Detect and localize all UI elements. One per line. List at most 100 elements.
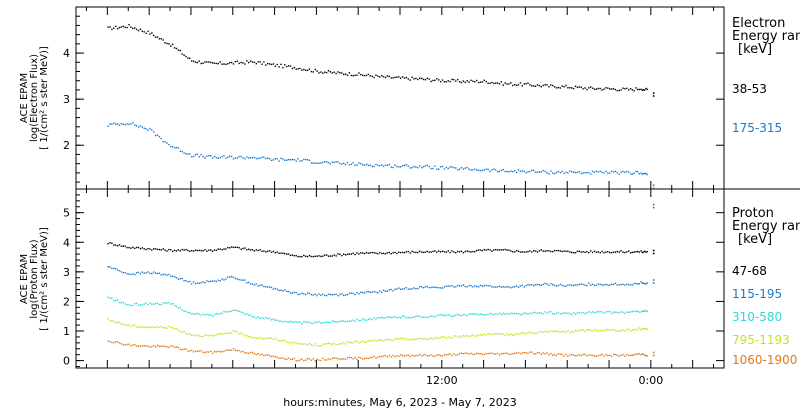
- point-p1-s0: [109, 242, 111, 244]
- point-p1-s2: [259, 317, 261, 320]
- point-p1-s4: [605, 353, 607, 356]
- point-p1-s2: [270, 319, 273, 321]
- point-p1-s2: [432, 315, 434, 318]
- point-p0-s1: [646, 173, 648, 176]
- point-p0-s0: [624, 88, 626, 90]
- point-p1-s0: [534, 250, 537, 252]
- point-p1-s1: [122, 272, 124, 274]
- point-p1-s0: [318, 255, 320, 257]
- point-p1-s4: [609, 354, 611, 356]
- point-p1-s3: [644, 327, 646, 329]
- point-p1-s4: [204, 351, 206, 354]
- point-p0-s1: [381, 164, 383, 166]
- point-p1-s4: [466, 352, 468, 354]
- point-p0-s1: [382, 165, 385, 168]
- point-p1-s0: [540, 249, 542, 251]
- point-p0-s1: [305, 158, 307, 161]
- point-p1-s3: [555, 330, 558, 332]
- point-p1-s3: [128, 324, 130, 326]
- point-p1-s3: [320, 344, 322, 347]
- point-p1-s3: [227, 332, 229, 334]
- point-p1-s3: [230, 332, 233, 334]
- point-p1-s0: [116, 245, 119, 247]
- point-p1-s0: [310, 255, 313, 258]
- point-p0-s1: [173, 147, 176, 149]
- point-p1-s2: [398, 316, 400, 318]
- point-p1-s4: [527, 352, 529, 355]
- point-p0-s0: [502, 84, 504, 86]
- point-p0-s0: [555, 87, 558, 89]
- point-p0-s1: [638, 173, 640, 175]
- point-p0-s0: [394, 76, 396, 78]
- point-p1-s3: [314, 343, 316, 345]
- point-p0-s0: [572, 87, 575, 90]
- point-p0-s1: [561, 170, 563, 173]
- point-p1-s0: [179, 250, 181, 252]
- point-p0-s0: [563, 86, 565, 88]
- point-p1-s2: [343, 320, 345, 322]
- point-p0-s0: [609, 88, 611, 90]
- point-p1-s3: [329, 343, 332, 345]
- point-p0-s1: [344, 163, 347, 166]
- point-p0-s0: [270, 63, 273, 66]
- point-p1-s4: [502, 352, 504, 355]
- point-p1-s0: [557, 249, 560, 252]
- point-p1-s4: [413, 355, 415, 357]
- point-p0-s1: [495, 169, 497, 171]
- point-p1-s1: [529, 284, 531, 286]
- point-p1-s2: [181, 309, 183, 311]
- point-p1-s4: [124, 344, 126, 346]
- point-p0-s0: [160, 38, 162, 40]
- point-p1-s4: [175, 346, 178, 348]
- point-p0-s0: [610, 88, 613, 90]
- point-p1-s1: [534, 284, 537, 286]
- point-p0-s0: [407, 78, 409, 80]
- point-p1-s3: [365, 341, 368, 343]
- point-p1-s0: [181, 248, 183, 251]
- point-p1-s4: [371, 356, 373, 359]
- point-p0-s0: [120, 26, 123, 28]
- point-p1-s1: [263, 285, 265, 288]
- point-p1-s3: [166, 327, 168, 329]
- point-p1-s0: [259, 249, 261, 251]
- point-p1-s2: [149, 302, 151, 304]
- point-p1-s0: [538, 250, 541, 252]
- point-p1-s0: [580, 251, 582, 253]
- point-p1-s2: [536, 312, 539, 314]
- point-p1-s2: [363, 319, 366, 321]
- point-p0-s0: [434, 79, 436, 81]
- point-p1-s0: [519, 251, 522, 253]
- point-p0-s0: [274, 65, 276, 67]
- point-p0-s0: [196, 61, 199, 64]
- point-p1-s1: [147, 271, 149, 273]
- point-p1-s2: [485, 314, 487, 316]
- point-p1-s1: [316, 294, 318, 297]
- point-p1-s2: [111, 297, 113, 299]
- point-p0-s1: [455, 167, 457, 169]
- point-p0-s1: [426, 164, 428, 167]
- point-p1-s2: [599, 311, 601, 313]
- point-p1-s4: [557, 353, 560, 355]
- point-p0-s0: [360, 73, 362, 76]
- point-p1-s2: [377, 317, 379, 319]
- point-p0-s1: [624, 171, 626, 173]
- point-p1-s0: [609, 251, 611, 254]
- point-p0-s1: [428, 165, 430, 168]
- point-p0-s1: [295, 160, 297, 162]
- point-p0-s0: [191, 60, 193, 62]
- point-p1-s3: [306, 344, 309, 346]
- point-p1-s1: [428, 286, 430, 289]
- point-p1-s2: [173, 304, 176, 307]
- point-p1-s2: [510, 312, 512, 314]
- point-p1-s1: [337, 295, 339, 297]
- point-p1-s3: [168, 325, 170, 327]
- point-p1-s0: [246, 249, 248, 251]
- point-p1-s3: [225, 332, 227, 334]
- point-p0-s0: [426, 77, 428, 80]
- point-p1-s3: [495, 333, 497, 335]
- point-p0-s1: [597, 171, 599, 173]
- legend-p1-s2: 310-580: [732, 310, 782, 324]
- point-p0-s1: [631, 173, 634, 175]
- point-p1-s1: [162, 273, 164, 276]
- point-p0-s0: [333, 71, 335, 73]
